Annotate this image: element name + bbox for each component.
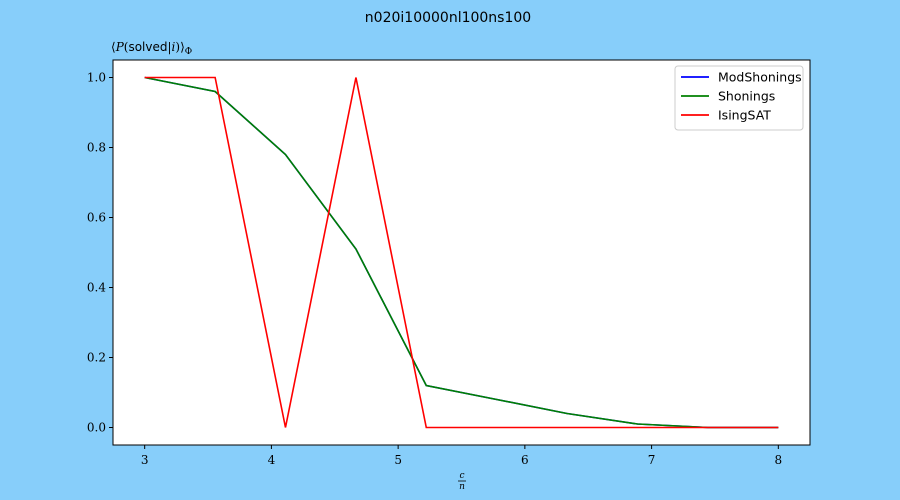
x-tick-label: 6 <box>521 453 529 467</box>
x-tick-label: 3 <box>141 453 149 467</box>
y-tick-label: 0.6 <box>87 211 106 225</box>
x-axis-label-numerator: c <box>459 471 464 481</box>
y-tick-label: 0.4 <box>87 281 106 295</box>
x-tick-label: 5 <box>394 453 402 467</box>
x-axis-label: c n <box>458 471 466 492</box>
y-tick-label: 1.0 <box>87 71 106 85</box>
x-tick-label: 4 <box>268 453 276 467</box>
x-tick-label: 8 <box>774 453 782 467</box>
legend-label-isingsat: IsingSAT <box>718 108 771 123</box>
legend-box <box>674 65 804 131</box>
y-tick-label: 0.0 <box>87 421 106 435</box>
series-line-isingsat <box>144 76 779 429</box>
legend-label-modshonings: ModShonings <box>718 70 802 85</box>
chart-title: n020i10000nl100ns100 <box>365 10 531 26</box>
x-tick-label: 7 <box>648 453 656 467</box>
series-lines <box>144 76 779 429</box>
legend: ModShonings Shonings IsingSAT <box>674 65 804 131</box>
y-axis-label: ⟨P(solved|i)⟩Φ <box>111 40 192 57</box>
series-line-shonings <box>144 76 779 429</box>
y-tick-label: 0.2 <box>87 351 106 365</box>
x-axis-label-denominator: n <box>459 482 465 492</box>
axis-ticks: 3 4 5 6 7 8 0.0 0.2 0.4 0.6 0.8 1.0 <box>87 71 782 468</box>
y-tick-label: 0.8 <box>87 141 106 155</box>
legend-label-shonings: Shonings <box>718 89 775 104</box>
